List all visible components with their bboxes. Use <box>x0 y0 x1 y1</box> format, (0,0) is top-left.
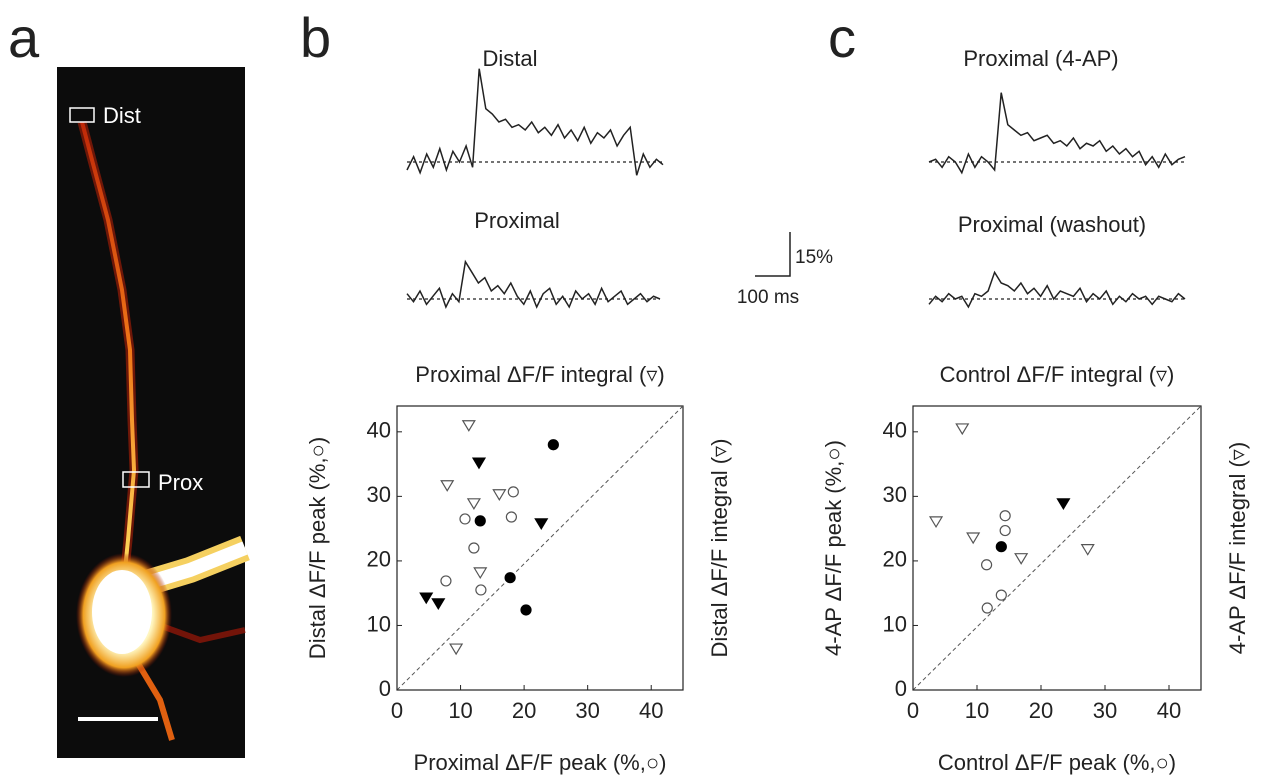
x-tick-label: 40 <box>639 698 663 723</box>
plot-frame <box>396 405 684 691</box>
point <box>520 604 532 616</box>
point <box>471 457 487 470</box>
point <box>980 559 993 571</box>
point <box>1014 553 1029 565</box>
y-tick-label: 10 <box>367 611 391 636</box>
point <box>981 602 993 614</box>
point <box>440 575 452 587</box>
point <box>995 589 1007 601</box>
y2-axis-label: Distal ΔF/F integral (▿) <box>707 439 732 658</box>
trace <box>406 259 661 309</box>
point <box>492 489 507 501</box>
y-axis-label: Distal ΔF/F peak (%,○) <box>305 437 330 659</box>
scale-label: 15% <box>795 247 833 268</box>
identity-line <box>396 405 684 691</box>
trace-title: Distal <box>482 46 537 71</box>
point <box>995 541 1007 553</box>
point <box>475 584 487 596</box>
x-tick-label: 0 <box>907 698 919 723</box>
plot-frame <box>912 405 1202 691</box>
panel-label: c <box>828 6 856 69</box>
point <box>1056 498 1071 510</box>
point <box>459 513 471 525</box>
y2-axis-label: 4-AP ΔF/F integral (▿) <box>1225 442 1250 654</box>
x-axis-label: Control ΔF/F peak (%,○) <box>938 750 1176 775</box>
panel-label: a <box>8 6 40 69</box>
x-axis-label: Proximal ΔF/F peak (%,○) <box>414 750 667 775</box>
trace <box>928 270 1186 309</box>
trace-title: Proximal (washout) <box>958 212 1146 237</box>
point <box>449 643 464 656</box>
scale-label: 100 ms <box>737 287 799 308</box>
trace <box>928 92 1186 175</box>
point <box>431 598 446 611</box>
point <box>468 542 480 554</box>
point <box>999 524 1011 537</box>
x-tick-label: 30 <box>575 698 599 723</box>
y-tick-label: 20 <box>883 547 907 572</box>
point <box>461 420 476 432</box>
trace-title: Proximal (4-AP) <box>963 46 1118 71</box>
roi-label: Prox <box>158 470 203 495</box>
x-tick-label: 30 <box>1093 698 1117 723</box>
x-tick-label: 10 <box>965 698 989 723</box>
point <box>928 516 944 529</box>
point <box>966 532 981 545</box>
point <box>419 592 434 605</box>
point <box>547 439 559 451</box>
y-tick-label: 30 <box>883 482 907 507</box>
point <box>999 510 1011 522</box>
y-axis-label: 4-AP ΔF/F peak (%,○) <box>821 440 846 656</box>
x-tick-label: 20 <box>1029 698 1053 723</box>
identity-line <box>912 405 1202 691</box>
y-tick-label: 20 <box>367 547 391 572</box>
point <box>473 567 488 580</box>
point <box>505 511 517 523</box>
scale-bar: 15% 100 ms <box>737 232 833 308</box>
x-tick-label: 20 <box>512 698 536 723</box>
trace-title: Proximal <box>474 208 560 233</box>
y-tick-label: 40 <box>883 418 907 443</box>
point <box>504 572 516 584</box>
y-tick-label: 10 <box>883 611 907 636</box>
y-tick-label: 0 <box>895 676 907 701</box>
point <box>440 480 455 492</box>
y-tick-label: 40 <box>367 418 391 443</box>
x-tick-label: 0 <box>391 698 403 723</box>
point <box>474 515 486 527</box>
panel-label: b <box>300 6 331 69</box>
y-tick-label: 0 <box>379 676 391 701</box>
point <box>466 498 481 510</box>
point <box>507 486 519 498</box>
x-tick-label: 40 <box>1157 698 1181 723</box>
neuron-image: Dist Prox <box>57 67 250 758</box>
y-tick-label: 30 <box>367 482 391 507</box>
x2-axis-label: Proximal ΔF/F integral (▿) <box>415 362 664 387</box>
x-tick-label: 10 <box>448 698 472 723</box>
roi-label: Dist <box>103 103 141 128</box>
point <box>1080 544 1095 556</box>
point <box>955 423 970 436</box>
point <box>534 518 549 530</box>
trace <box>406 68 664 176</box>
x2-axis-label: Control ΔF/F integral (▿) <box>940 362 1175 387</box>
